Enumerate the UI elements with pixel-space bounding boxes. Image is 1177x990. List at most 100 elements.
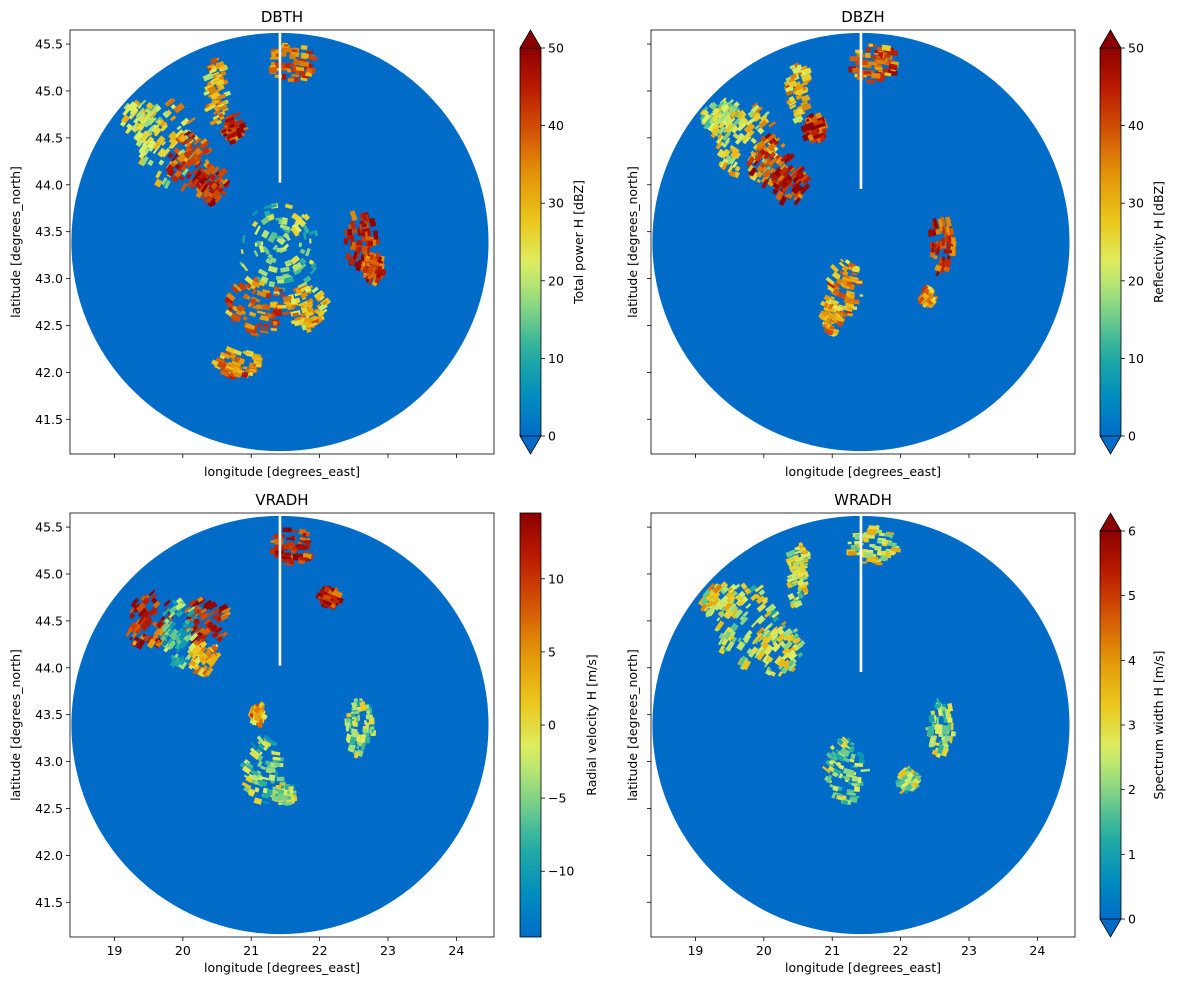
echo-cell [152, 145, 161, 155]
echo-cell [744, 587, 752, 595]
echo-cell [244, 369, 251, 373]
echo-cell [769, 163, 774, 169]
echo-cell [763, 623, 772, 633]
echo-cell [752, 113, 762, 122]
echo-cell [852, 795, 860, 799]
echo-cell [322, 594, 332, 602]
echo-cell [816, 137, 822, 144]
echo-cell [774, 167, 784, 178]
echo-cell [179, 602, 189, 612]
echo-cell [263, 247, 271, 255]
echo-cell [137, 112, 146, 121]
echo-cell [194, 625, 202, 632]
echo-cell [800, 94, 811, 103]
echo-cell [760, 632, 766, 638]
echo-cell [832, 288, 841, 296]
x-tick-label: 22 [893, 943, 909, 958]
echo-cell [364, 720, 367, 725]
echo-cell [133, 117, 140, 124]
echo-cell [756, 650, 766, 661]
echo-cell [270, 327, 277, 332]
colorbar-label: Total power H [dBZ] [571, 180, 586, 305]
echo-cell [203, 599, 213, 608]
echo-cell [156, 119, 163, 125]
echo-cell [797, 193, 804, 199]
echo-cell [725, 640, 735, 652]
echo-cell [829, 745, 836, 751]
echo-cell [360, 734, 367, 743]
echo-cell [233, 349, 243, 356]
echo-cell [127, 101, 136, 111]
echo-cell [163, 599, 171, 607]
echo-blob [247, 701, 268, 728]
echo-cell [932, 218, 939, 229]
echo-cell [948, 249, 953, 254]
echo-cell [289, 53, 296, 60]
echo-cell [175, 597, 184, 605]
echo-cell [272, 244, 279, 251]
echo-cell [790, 166, 796, 173]
echo-cell [282, 311, 292, 315]
echo-cell [199, 180, 208, 190]
echo-cell [251, 209, 259, 217]
echo-cell [832, 755, 839, 762]
echo-cell [169, 115, 177, 122]
echo-cell [215, 186, 222, 192]
echo-cell [849, 56, 860, 62]
colorbar-tick-label: 10 [1128, 351, 1144, 366]
echo-cell [904, 783, 914, 792]
echo-cell [799, 174, 811, 185]
echo-cell [303, 285, 312, 294]
colorbar-tick-label: 30 [1128, 196, 1144, 211]
echo-cell [718, 632, 724, 639]
echo-cell [221, 178, 229, 186]
echo-cell [173, 147, 181, 154]
echo-cell [800, 100, 809, 107]
echo-cell [317, 593, 324, 598]
echo-cell [285, 259, 292, 265]
echo-cell [305, 539, 312, 543]
echo-cell [253, 324, 259, 330]
echo-cell [170, 654, 175, 660]
echo-cell [286, 537, 295, 541]
echo-cell [714, 627, 719, 632]
echo-cell [276, 798, 282, 801]
echo-cell [771, 636, 779, 644]
echo-cell [741, 659, 752, 671]
echo-cell [297, 58, 307, 62]
echo-cell [154, 116, 163, 124]
chart-title: DBTH [261, 8, 303, 26]
colorbar-tick-label: 0 [1128, 912, 1136, 927]
echo-cell [287, 69, 291, 73]
echo-cell [242, 292, 249, 300]
panel-vradh: 19 20 21 22 23 24 41.5 42.0 42.5 43.0 43.5 44.0 44.5… [8, 491, 599, 975]
echo-cell [846, 307, 853, 312]
echo-cell [768, 137, 777, 145]
echo-cell [302, 232, 307, 240]
colorbar-tick-label: 0 [548, 718, 556, 733]
echo-cell [782, 640, 793, 651]
echo-cell [177, 163, 185, 172]
echo-cell [818, 125, 827, 132]
echo-cell [801, 103, 812, 112]
echo-cell [194, 664, 200, 671]
echo-cell [208, 100, 217, 107]
echo-cell [828, 760, 834, 766]
echo-cell [249, 751, 259, 760]
echo-cell [225, 292, 236, 302]
echo-cell [235, 309, 243, 317]
echo-cell [848, 792, 856, 796]
echo-cell [202, 146, 210, 155]
echo-cell [173, 659, 181, 668]
echo-cell [791, 66, 802, 74]
echo-cell [168, 628, 180, 640]
echo-cell [303, 317, 312, 323]
echo-cell [924, 302, 929, 307]
echo-cell [366, 710, 371, 720]
echo-cell [758, 589, 766, 596]
echo-cell [723, 626, 731, 636]
echo-cell [825, 751, 833, 760]
colorbar-extend-min [519, 435, 542, 455]
colorbar-tick-label: 50 [548, 41, 564, 56]
echo-cell [161, 607, 171, 617]
